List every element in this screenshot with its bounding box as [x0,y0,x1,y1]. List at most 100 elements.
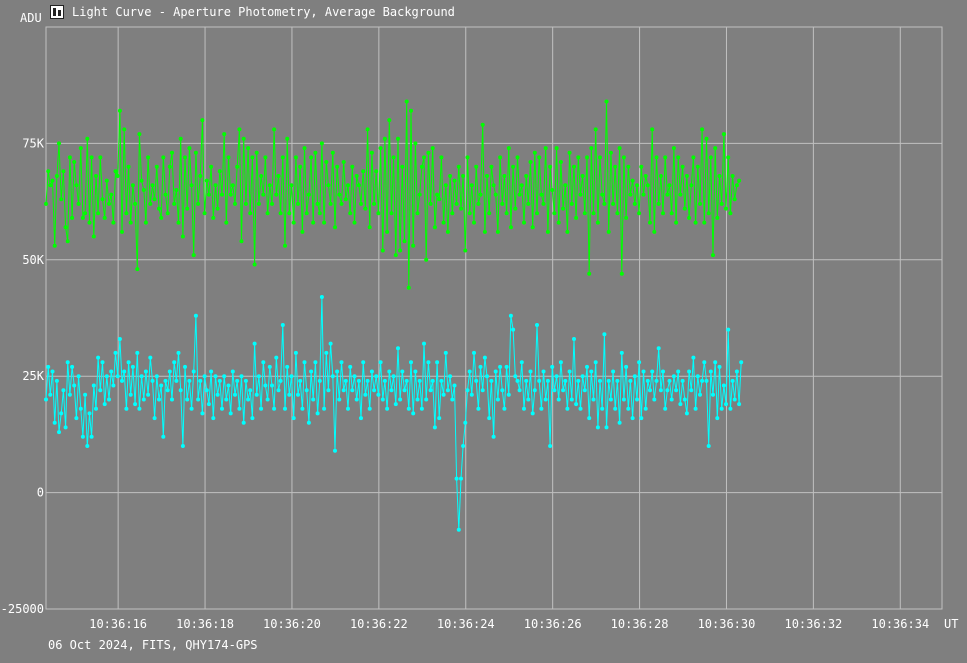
data-point [532,150,537,155]
data-point [280,155,285,160]
data-point [396,346,400,351]
data-point [343,197,348,202]
data-point [554,146,559,151]
data-point [315,411,320,416]
data-point [526,201,531,206]
data-point [593,360,598,365]
data-point [437,416,442,421]
data-point [369,150,374,155]
data-point [600,192,605,197]
data-point [241,136,246,141]
data-point [617,146,622,151]
data-point [180,444,185,448]
data-point [300,229,305,234]
data-point [441,392,446,397]
data-point [222,374,227,379]
data-point [389,388,394,393]
data-point [572,164,576,169]
data-point [409,360,413,365]
data-point [548,164,553,169]
data-point [645,183,650,188]
data-point [669,397,674,402]
data-point [448,374,453,379]
data-point [328,201,333,206]
data-point [235,378,240,383]
data-point [652,397,657,402]
data-point [348,211,353,216]
data-point [52,243,57,248]
data-point [515,378,520,383]
data-point [102,215,107,220]
data-point [200,118,205,123]
data-point [337,397,342,402]
data-point [385,406,390,411]
data-point [382,378,387,383]
data-point [48,183,53,188]
data-point [141,188,146,192]
data-point [721,132,726,137]
data-point [441,220,446,225]
data-point [248,211,253,216]
data-point [411,411,416,416]
data-point [224,397,229,402]
data-point [452,383,457,388]
data-point [667,378,672,383]
data-point [459,206,463,211]
data-point [472,220,476,225]
data-point [582,211,587,216]
data-point [369,369,374,374]
data-point [504,211,509,216]
data-point [143,369,148,374]
data-point [65,360,70,365]
x-tick-label: 10:36:24 [437,617,495,631]
data-point [578,406,583,411]
data-point [552,211,557,216]
data-point [528,160,533,164]
data-point [632,201,637,206]
data-point [487,211,492,216]
data-point [372,388,377,393]
data-point [519,183,524,188]
data-point [432,425,437,430]
data-point [515,155,520,160]
data-point [50,178,55,183]
data-point [382,136,387,141]
data-point [508,313,513,318]
data-point [122,369,127,374]
data-point [61,388,66,393]
data-point [57,141,61,146]
data-point [595,425,600,430]
data-point [626,164,631,169]
data-point [513,206,518,211]
data-point [187,378,192,383]
data-point [489,164,494,169]
data-point [719,201,724,206]
data-point [126,164,131,169]
data-point [530,411,535,416]
data-point [48,392,53,397]
data-point [100,360,105,365]
data-point [706,211,711,216]
data-point [265,397,270,402]
data-point [67,155,72,160]
data-point [689,388,694,393]
data-point [691,155,696,160]
data-point [658,174,663,178]
data-point [498,364,503,369]
data-point [426,360,431,365]
data-point [663,406,668,411]
data-point [98,155,103,160]
data-point [613,406,618,411]
data-point [128,220,133,225]
data-point [124,211,129,216]
data-point [593,127,598,132]
data-point [322,406,327,411]
data-point [83,392,88,397]
data-point [391,155,396,160]
data-point [628,378,633,383]
data-point [85,136,90,141]
chart-icon[interactable] [50,5,64,19]
data-point [319,295,324,299]
data-point [708,155,713,160]
data-point [270,201,274,206]
